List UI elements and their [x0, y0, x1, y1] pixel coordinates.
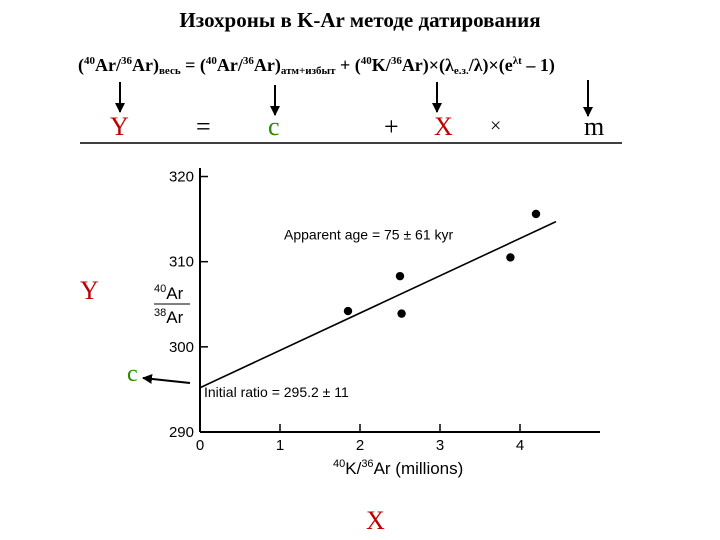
x-tick-label: 3: [436, 437, 444, 454]
row-label-y: Y: [110, 112, 129, 141]
x-tick-label: 1: [276, 437, 284, 454]
y-label-numerator: 40Ar: [154, 283, 184, 303]
annotation-initial-ratio: Initial ratio = 295.2 ± 11: [204, 384, 349, 400]
row-label-x: X: [434, 112, 453, 141]
y-label-denominator: 38Ar: [154, 307, 184, 327]
y-tick-label: 290: [169, 424, 194, 441]
side-label-y: Y: [80, 276, 99, 305]
x-tick-label: 0: [196, 437, 204, 454]
slide-title: Изохроны в K-Ar методе датирования: [179, 8, 541, 32]
data-point: [506, 253, 515, 262]
row-label-m: m: [584, 112, 605, 141]
side-label-c: c: [127, 361, 138, 387]
data-point: [531, 209, 541, 219]
x-axis-label: 40K/36Ar (millions): [333, 458, 463, 478]
row-label-c: c: [268, 112, 280, 141]
side-label-x: X: [366, 506, 385, 535]
y-tick-label: 320: [169, 169, 194, 186]
data-point: [397, 309, 406, 318]
isochron-fit-line: [199, 220, 557, 389]
x-tick-label: 4: [516, 437, 524, 454]
row-times: ×: [490, 115, 502, 137]
y-tick-label: 300: [169, 339, 194, 356]
row-plus: +: [384, 112, 399, 141]
data-point: [395, 271, 405, 281]
annotation-apparent-age: Apparent age = 75 ± 61 kyr: [284, 227, 454, 243]
isochron-equation: (40Ar/36Ar)весь = (40Ar/36Ar)атм+избыт +…: [78, 55, 555, 77]
row-equals: =: [196, 112, 211, 141]
data-point: [343, 306, 353, 316]
y-tick-label: 310: [169, 254, 194, 271]
x-tick-label: 2: [356, 437, 364, 454]
arrow-to-intercept: [142, 373, 191, 384]
